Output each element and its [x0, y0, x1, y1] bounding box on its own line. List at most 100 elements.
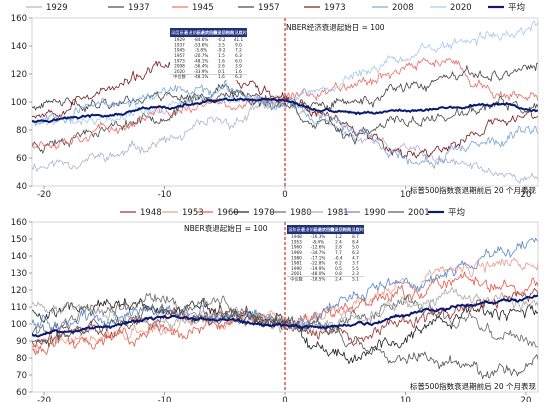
table-cell: -8.4% — [312, 239, 324, 244]
table-cell: 1980 — [291, 255, 302, 260]
table-cell: 2.4 — [335, 239, 342, 244]
legend-label-1973: 1973 — [324, 3, 346, 13]
table-cell: 1960 — [291, 245, 302, 250]
series-group — [32, 20, 538, 184]
chart-title: NBER经济衰退起始日 = 100 — [286, 22, 385, 32]
table-header-bg — [170, 28, 247, 37]
table-cell: 2001 — [291, 271, 302, 276]
table-header-cell: 深度衰退 — [171, 29, 189, 36]
chart-subtitle: 标普500指数衰退期前后 20 个月表现 — [410, 381, 537, 391]
table-cell: 1.6 — [235, 69, 242, 74]
table-cell: 1957 — [174, 53, 185, 58]
series-line-1990 — [32, 237, 538, 334]
table-cell: 5.0 — [352, 245, 359, 250]
legend-label-2001: 2001 — [408, 208, 430, 218]
y-tick-label: 120 — [11, 286, 27, 296]
legend-label-平均: 平均 — [448, 207, 465, 218]
table-cell: 6.3 — [235, 53, 242, 58]
legend-label-1957: 1957 — [258, 3, 280, 13]
legend-label-1945: 1945 — [192, 3, 214, 13]
legend-label-1937: 1937 — [128, 3, 150, 13]
table-cell: 6.0 — [235, 58, 242, 63]
table-cell: 0.1 — [218, 69, 225, 74]
legend-label-1948: 1948 — [140, 208, 162, 218]
table-cell: 中位数 — [290, 276, 303, 283]
table-cell: -33.9% — [194, 69, 209, 74]
table-header-cell: 衰退前指数见顶时间（月） — [313, 226, 363, 233]
table-cell: 2020 — [174, 69, 185, 74]
table-cell: 1.2 — [335, 234, 342, 239]
series-line-平均 — [32, 97, 538, 123]
table-cell: 1.6 — [218, 58, 225, 63]
table-cell: 0.5 — [335, 266, 342, 271]
y-tick-label: 120 — [11, 70, 27, 80]
table-cell: -56.4% — [194, 64, 209, 69]
y-tick-label: 80 — [16, 354, 27, 364]
x-tick-label: -10 — [158, 396, 172, 402]
table-cell: 9.0 — [235, 42, 242, 47]
x-tick-label: 10 — [400, 396, 411, 402]
table-cell: -48.1% — [194, 74, 209, 79]
chart-title: NBER衰退起始日 = 100 — [184, 223, 268, 233]
table-cell: -48.0% — [311, 271, 326, 276]
x-tick-label: -20 — [37, 396, 51, 402]
table-cell: 1990 — [291, 266, 302, 271]
table-cell: 2.8 — [335, 245, 342, 250]
table-header-cell: 衰退前后最大回撤 — [184, 29, 218, 36]
series-line-1945 — [32, 57, 538, 150]
table-cell: 6.3 — [235, 74, 242, 79]
legend-label-2008: 2008 — [392, 3, 414, 13]
table-cell: 2.6 — [218, 64, 225, 69]
x-tick-label: 20 — [521, 190, 532, 200]
table-cell: 2.4 — [335, 277, 342, 282]
table-cell: -17.1% — [311, 255, 326, 260]
table-cell: 7.2 — [235, 48, 242, 53]
table-cell: 1945 — [174, 48, 185, 53]
y-tick-label: 100 — [11, 320, 27, 330]
table-cell: -53.6% — [194, 42, 209, 47]
table-cell: 41.1 — [234, 37, 244, 42]
table-cell: 2008 — [174, 64, 185, 69]
table-cell: -19.9% — [311, 266, 326, 271]
table-cell: 1969 — [291, 250, 302, 255]
y-tick-label: 60 — [16, 388, 27, 398]
x-tick-label: 0 — [282, 396, 287, 402]
x-tick-label: 0 — [282, 190, 287, 200]
table-cell: 1937 — [174, 42, 185, 47]
table-header-cell: 衰退前指数见顶时间（月） — [196, 29, 246, 36]
legend-label-1929: 1929 — [46, 3, 68, 13]
series-line-1973 — [32, 60, 538, 159]
table-cell: -22.8% — [311, 261, 326, 266]
table-cell: -0.2 — [217, 37, 226, 42]
table-cell: 0.8 — [335, 271, 342, 276]
y-tick-label: 150 — [11, 235, 27, 245]
table-cell: 1929 — [174, 37, 185, 42]
x-tick-label: -20 — [37, 190, 51, 200]
series-line-1970 — [32, 297, 538, 365]
legend-label-1981: 1981 — [327, 208, 349, 218]
y-tick-label: 60 — [16, 154, 27, 164]
table-cell: -16.3% — [311, 234, 326, 239]
y-tick-label: 160 — [11, 14, 27, 24]
table-cell: 8.7 — [352, 234, 359, 239]
table-header-cell: 温和衰退 — [288, 226, 306, 233]
x-tick-label: -10 — [158, 190, 172, 200]
table-cell: -0.4 — [334, 255, 343, 260]
table-header-cell: 衰退前后最大回撤 — [301, 226, 335, 233]
table-cell: -18.5% — [311, 277, 326, 282]
table-cell: 8.4 — [352, 239, 359, 244]
table-cell: 7.7 — [335, 250, 342, 255]
legend-label-1970: 1970 — [253, 208, 275, 218]
table-cell: 1953 — [291, 239, 302, 244]
y-tick-label: 70 — [16, 371, 27, 381]
table-cell: -48.1% — [194, 58, 209, 63]
table-cell: 3.7 — [352, 261, 359, 266]
table-cell: -34.7% — [311, 250, 326, 255]
table-cell: 5.1 — [352, 277, 359, 282]
table-cell: 6.2 — [335, 261, 342, 266]
table-cell: 1948 — [291, 234, 302, 239]
